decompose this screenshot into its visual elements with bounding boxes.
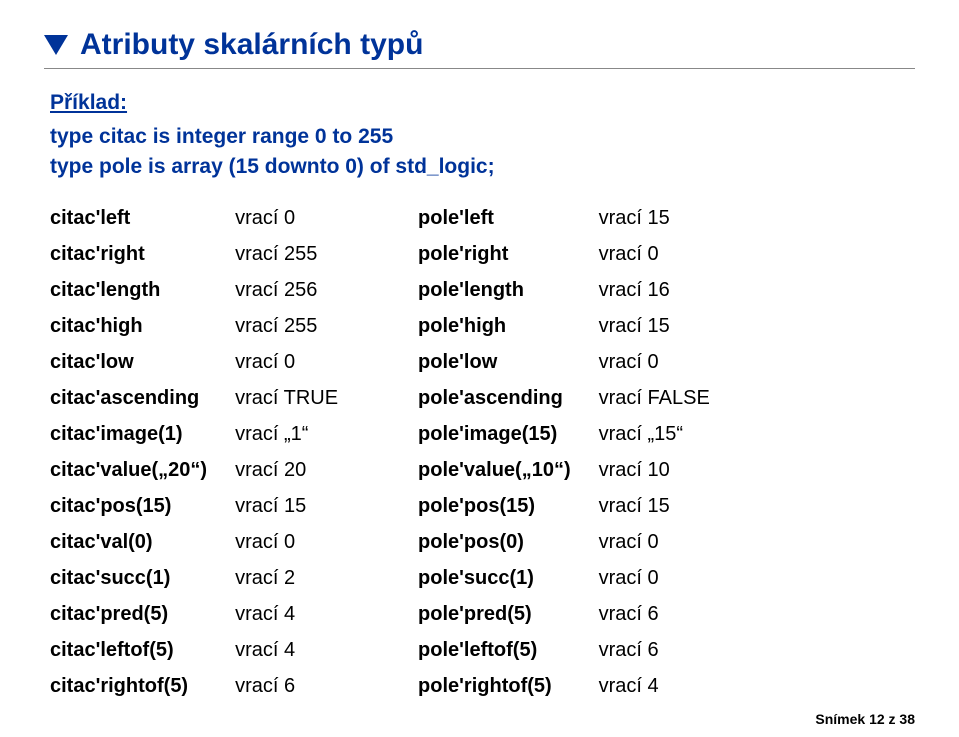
pole-row-return: vrací 0 <box>599 567 710 590</box>
citac-row-return: vrací 20 <box>235 459 338 482</box>
citac-row-return: vrací 0 <box>235 531 338 554</box>
citac-row-attr: citac'val(0) <box>50 531 207 554</box>
pole-row-attr: pole'leftof(5) <box>418 639 571 662</box>
pole-row-return: vrací 6 <box>599 603 710 626</box>
citac-row-attr: citac'left <box>50 207 207 230</box>
pole-row-attr: pole'rightof(5) <box>418 675 571 698</box>
citac-row-attr: citac'succ(1) <box>50 567 207 590</box>
pole-row-return: vrací 4 <box>599 675 710 698</box>
pole-row-attr: pole'pred(5) <box>418 603 571 626</box>
citac-row-attr: citac'high <box>50 315 207 338</box>
pole-row-return: vrací 10 <box>599 459 710 482</box>
pole-row-return: vrací FALSE <box>599 387 710 410</box>
pole-row-attr: pole'length <box>418 279 571 302</box>
horizontal-rule <box>44 68 915 69</box>
citac-row-return: vrací 255 <box>235 243 338 266</box>
citac-row-attr: citac'length <box>50 279 207 302</box>
pole-row-attr: pole'value(„10“) <box>418 459 571 482</box>
pole-row-return: vrací 15 <box>599 495 710 518</box>
citac-row-return: vrací 256 <box>235 279 338 302</box>
pole-table: pole'left vrací 15 pole'right vrací 0 pole'l… <box>418 207 710 698</box>
citac-row-return: vrací 15 <box>235 495 338 518</box>
pole-row-attr: pole'ascending <box>418 387 571 410</box>
title-row: Atributy skalárních typů <box>44 28 915 62</box>
citac-row-return: vrací 4 <box>235 639 338 662</box>
citac-row-attr: citac'pos(15) <box>50 495 207 518</box>
pole-row-return: vrací 6 <box>599 639 710 662</box>
pole-row-attr: pole'high <box>418 315 571 338</box>
pole-row-return: vrací 0 <box>599 243 710 266</box>
citac-row-attr: citac'right <box>50 243 207 266</box>
citac-row-return: vrací TRUE <box>235 387 338 410</box>
citac-row-return: vrací 2 <box>235 567 338 590</box>
pole-row-return: vrací 16 <box>599 279 710 302</box>
slide-title: Atributy skalárních typů <box>80 28 423 62</box>
pole-row-return: vrací 0 <box>599 531 710 554</box>
example-label: Příklad: <box>50 91 915 115</box>
citac-row-return: vrací 6 <box>235 675 338 698</box>
type-declaration-2: type pole is array (15 downto 0) of std_… <box>50 155 915 179</box>
pole-row-attr: pole'low <box>418 351 571 374</box>
pole-row-attr: pole'left <box>418 207 571 230</box>
citac-row-return: vrací 0 <box>235 351 338 374</box>
citac-table: citac'left vrací 0 citac'right vrací 255 cit… <box>50 207 338 698</box>
citac-row-attr: citac'ascending <box>50 387 207 410</box>
citac-row-attr: citac'value(„20“) <box>50 459 207 482</box>
citac-row-attr: citac'image(1) <box>50 423 207 446</box>
pole-row-attr: pole'pos(0) <box>418 531 571 554</box>
citac-row-attr: citac'rightof(5) <box>50 675 207 698</box>
attribute-tables: citac'left vrací 0 citac'right vrací 255 cit… <box>50 207 915 698</box>
citac-row-attr: citac'leftof(5) <box>50 639 207 662</box>
citac-row-attr: citac'low <box>50 351 207 374</box>
citac-row-return: vrací „1“ <box>235 423 338 446</box>
slide: Atributy skalárních typů Příklad: type c… <box>0 0 959 737</box>
pole-row-attr: pole'succ(1) <box>418 567 571 590</box>
slide-footer: Snímek 12 z 38 <box>815 711 915 727</box>
pole-row-return: vrací 15 <box>599 207 710 230</box>
citac-row-return: vrací 255 <box>235 315 338 338</box>
pole-row-return: vrací „15“ <box>599 423 710 446</box>
citac-row-return: vrací 0 <box>235 207 338 230</box>
citac-row-return: vrací 4 <box>235 603 338 626</box>
pole-row-return: vrací 15 <box>599 315 710 338</box>
pole-row-attr: pole'image(15) <box>418 423 571 446</box>
pole-row-return: vrací 0 <box>599 351 710 374</box>
type-declaration-1: type citac is integer range 0 to 255 <box>50 125 915 149</box>
pole-row-attr: pole'right <box>418 243 571 266</box>
triangle-bullet-icon <box>44 35 68 55</box>
pole-row-attr: pole'pos(15) <box>418 495 571 518</box>
citac-row-attr: citac'pred(5) <box>50 603 207 626</box>
